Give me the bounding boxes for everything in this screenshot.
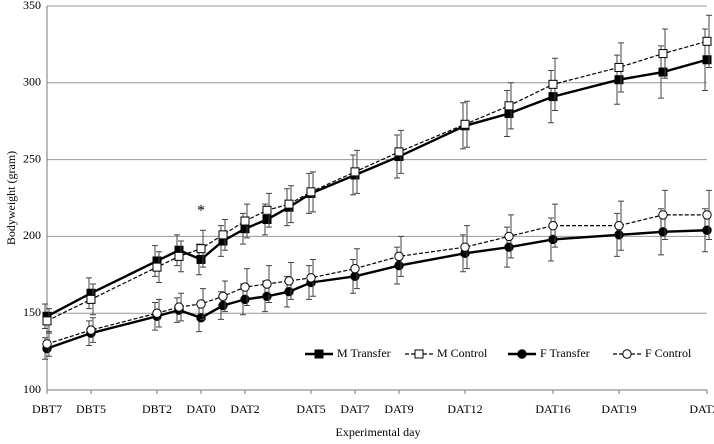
y-tick-label: 200 <box>23 228 41 242</box>
x-tick-label: DBT2 <box>142 402 172 416</box>
y-tick-label: 100 <box>23 382 41 396</box>
point <box>350 263 360 274</box>
series <box>42 208 712 360</box>
line <box>46 40 708 322</box>
point <box>614 75 624 85</box>
x-tick-label: DBT7 <box>32 402 62 416</box>
point <box>548 234 558 245</box>
point <box>658 67 668 77</box>
legend-marker <box>414 349 424 359</box>
point <box>42 316 52 326</box>
point <box>262 205 272 215</box>
point <box>350 167 360 177</box>
point <box>460 119 470 129</box>
y-axis-label: Bodyweight (gram) <box>4 151 18 245</box>
x-tick-label: DBT5 <box>76 402 106 416</box>
point <box>240 224 250 234</box>
legend-label: M Transfer <box>337 346 391 360</box>
point <box>174 251 184 261</box>
point <box>658 227 668 237</box>
point <box>196 244 206 254</box>
legend-label: M Control <box>437 346 488 360</box>
point <box>240 216 250 226</box>
point <box>548 220 558 231</box>
x-tick-label: DAT5 <box>296 402 325 416</box>
legend-label: F Transfer <box>540 346 590 360</box>
legend-marker <box>314 349 324 359</box>
point <box>702 55 712 65</box>
point <box>196 299 206 309</box>
y-tick-label: 350 <box>23 0 41 12</box>
point <box>548 92 558 102</box>
point <box>394 147 404 157</box>
annotation: * <box>197 202 205 219</box>
y-tick-label: 250 <box>23 151 41 165</box>
point <box>306 273 316 283</box>
y-tick-label: 300 <box>23 75 41 89</box>
point <box>174 302 184 312</box>
x-tick-label: DAT19 <box>601 402 636 416</box>
point <box>86 325 96 335</box>
point <box>394 260 404 271</box>
line <box>46 214 707 345</box>
point <box>504 231 514 242</box>
legend: M Transfer M Control F Transfer F Control <box>305 346 692 360</box>
point <box>86 294 96 304</box>
x-tick-label: DAT16 <box>535 402 570 416</box>
series <box>42 189 712 357</box>
point <box>614 230 624 240</box>
point <box>504 101 514 111</box>
point <box>262 279 272 289</box>
point <box>196 313 206 323</box>
point <box>240 282 250 292</box>
point <box>658 210 668 220</box>
point <box>658 49 668 59</box>
point <box>460 242 470 252</box>
point <box>262 215 272 225</box>
point <box>218 291 228 302</box>
series <box>42 14 712 334</box>
series <box>42 28 712 330</box>
x-axis-label: Experimental day <box>336 425 421 439</box>
x-tick-label: DAT9 <box>384 402 413 416</box>
point <box>218 230 228 240</box>
x-tick-label: DAT12 <box>447 402 482 416</box>
point <box>240 294 250 305</box>
x-tick-label: DAT23 <box>689 402 714 416</box>
point <box>350 271 360 282</box>
point <box>548 79 558 89</box>
legend-label: F Control <box>645 346 692 360</box>
point <box>262 291 272 302</box>
point <box>284 199 294 209</box>
point <box>196 254 206 264</box>
point <box>504 242 514 252</box>
legend-marker <box>622 349 632 359</box>
point <box>152 308 162 318</box>
point <box>218 300 228 311</box>
legend-marker <box>517 349 527 359</box>
point <box>42 339 52 349</box>
point <box>152 262 162 272</box>
point <box>284 286 294 297</box>
point <box>394 251 404 262</box>
point <box>702 36 712 46</box>
point <box>614 220 624 231</box>
point <box>702 225 712 235</box>
x-tick-label: DAT0 <box>186 402 215 416</box>
line <box>46 229 708 350</box>
x-tick-label: DAT2 <box>230 402 259 416</box>
y-tick-label: 150 <box>23 305 41 319</box>
line <box>46 58 708 318</box>
point <box>284 276 294 286</box>
point <box>306 187 316 197</box>
point <box>702 210 712 220</box>
point <box>504 109 514 119</box>
point <box>614 62 624 72</box>
x-tick-label: DAT7 <box>340 402 369 416</box>
